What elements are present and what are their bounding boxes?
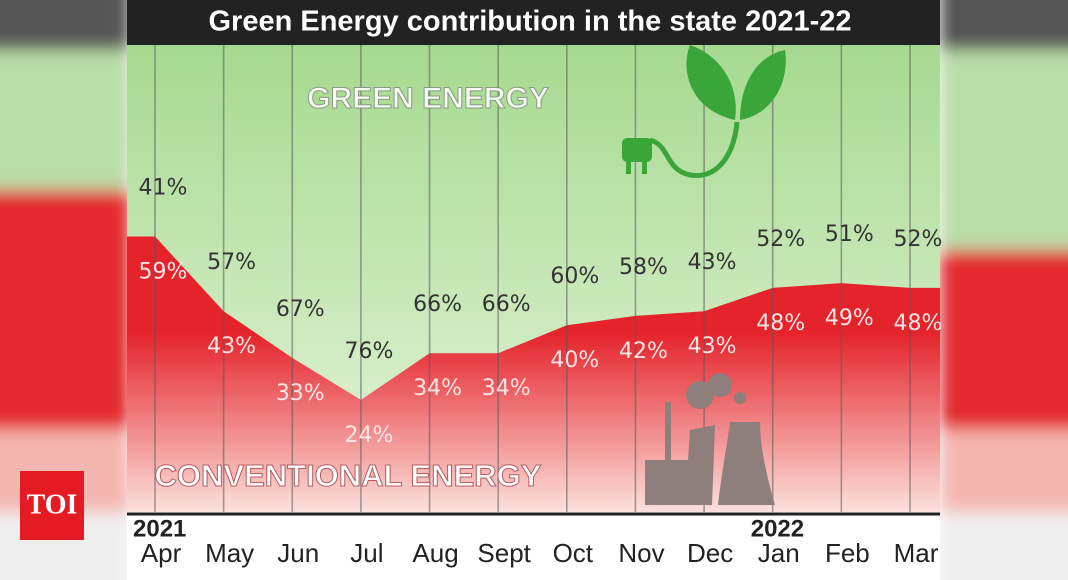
value-label: 52%: [756, 227, 805, 252]
value-label: 57%: [207, 250, 256, 275]
value-label: 43%: [207, 334, 256, 359]
value-label: 43%: [688, 250, 737, 275]
value-label: 42%: [619, 339, 668, 364]
value-label: 59%: [139, 259, 188, 284]
value-label: 41%: [139, 175, 188, 200]
value-label: 66%: [482, 292, 531, 317]
value-label: 34%: [482, 376, 531, 401]
value-label: 40%: [550, 348, 599, 373]
x-tick-label: Aug: [412, 538, 458, 568]
series-label: CONVENTIONAL ENERGY: [155, 458, 542, 493]
title-bar: [127, 0, 940, 45]
value-label: 43%: [688, 334, 737, 359]
value-label: 49%: [825, 306, 874, 331]
value-label: 33%: [276, 381, 325, 406]
logo-box: [20, 471, 84, 540]
value-label: 24%: [344, 423, 393, 448]
x-tick-label: Jul: [350, 538, 383, 568]
value-label: 34%: [413, 376, 462, 401]
value-label: 51%: [825, 222, 874, 247]
x-tick-label: May: [205, 538, 254, 568]
value-label: 76%: [344, 339, 393, 364]
power-plant-icon: [645, 373, 775, 505]
year-label: 2022: [751, 515, 804, 542]
value-label: 48%: [756, 311, 805, 336]
value-label: 66%: [413, 292, 462, 317]
x-tick-label: Mar: [894, 538, 939, 568]
x-tick-label: Feb: [825, 538, 870, 568]
x-tick-label: Nov: [618, 538, 664, 568]
series-label: GREEN ENERGY: [307, 82, 549, 115]
value-label: 67%: [276, 297, 325, 322]
value-label: 48%: [894, 311, 943, 336]
x-tick-label: Sept: [477, 538, 531, 568]
x-tick-label: Dec: [687, 538, 733, 568]
green-energy-icon: [622, 45, 786, 178]
x-tick-label: Jun: [277, 538, 319, 568]
year-label: 2021: [133, 515, 186, 542]
x-tick-label: Jan: [758, 538, 800, 568]
logo: TOI: [27, 489, 78, 520]
x-tick-label: Apr: [141, 538, 182, 568]
chart-title: Green Energy contribution in the state 2…: [209, 6, 852, 38]
value-label: 60%: [550, 264, 599, 289]
value-label: 58%: [619, 255, 668, 280]
value-label: 52%: [894, 227, 943, 252]
x-tick-label: Oct: [553, 538, 594, 568]
